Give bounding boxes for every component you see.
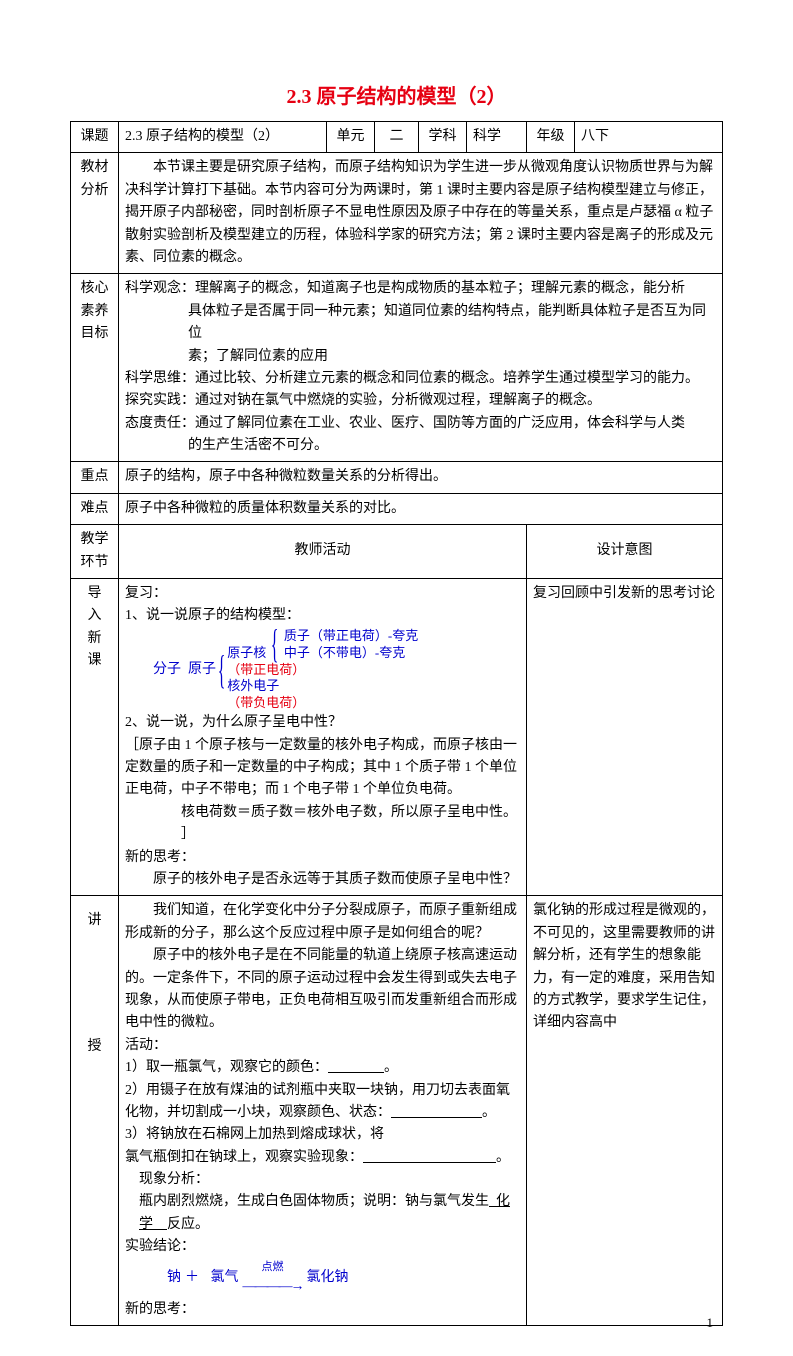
table-row: 导 入 新 课 复习： 1、说一说原子的结构模型： 分子 原子 { 原子核 <box>71 579 723 896</box>
cell-teach-label: 讲 授 <box>71 896 119 1326</box>
cell-intro-yitu: 复习回顾中引发新的思考讨论 <box>527 579 723 896</box>
cell-nandian-label: 难点 <box>71 493 119 524</box>
cell-zhongdian-label: 重点 <box>71 462 119 493</box>
diagram-waidz-note: （带负电荷） <box>227 695 305 710</box>
lesson-table: 课题 2.3 原子结构的模型（2） 单元 二 学科 科学 年级 八下 教材 分析… <box>70 121 723 1326</box>
cell-huanjie-label: 教学 环节 <box>71 525 119 579</box>
teach-a3b-text: 氯气瓶倒扣在钠球上，观察实验现象： <box>125 1150 363 1165</box>
diagram-yuanzi: 原子 <box>188 659 216 681</box>
blank-line <box>328 1060 384 1075</box>
cell-xueke-label: 学科 <box>419 122 467 153</box>
cell-intro-body: 复习： 1、说一说原子的结构模型： 分子 原子 { 原子核 { <box>119 579 527 896</box>
cell-nianji-label: 年级 <box>527 122 575 153</box>
arrow-note: 点燃 <box>262 1259 284 1277</box>
arrow-icon: ――――→ <box>243 1276 303 1298</box>
hexin-l4a: 态度责任：通过了解同位素在工业、农业、医疗、国防等方面的广泛应用，体会科学与人类 <box>125 413 716 435</box>
cell-teach-yitu: 氯化钠的形成过程是微观的，不可见的，这里需要教师的讲解分析，还有学生的想象能力，… <box>527 896 723 1326</box>
page-number: 1 <box>707 1315 714 1331</box>
table-row: 重点 原子的结构，原子中各种微粒数量关系的分析得出。 <box>71 462 723 493</box>
teach-huodong: 活动： <box>125 1035 520 1057</box>
teach-a1: 1）取一瓶氯气，观察它的颜色： 。 <box>125 1057 520 1079</box>
cell-keti-label: 课题 <box>71 122 119 153</box>
cell-teach-body: 我们知道，在化学变化中分子分裂成原子，而原子重新组成形成新的分子，那么这个反应过… <box>119 896 527 1326</box>
hexin-l4b: 的生产生活密不可分。 <box>125 435 716 457</box>
table-row: 教材 分析 本节课主要是研究原子结构，而原子结构知识为学生进一步从微观角度认识物… <box>71 153 723 274</box>
blank-line <box>391 1105 482 1120</box>
intro-ans2: 核电荷数＝质子数＝核外电子数，所以原子呈电中性。 ］ <box>125 802 520 847</box>
page-title: 2.3 原子结构的模型（2） <box>70 80 723 109</box>
diagram-hexin: 原子核 <box>227 645 266 660</box>
teach-a1-text: 1）取一瓶氯气，观察它的颜色： <box>125 1060 328 1075</box>
diagram-hexin-note: （带正电荷） <box>227 662 305 677</box>
hexin-l1a: 科学观念：理解离子的概念，知道离子也是构成物质的基本粒子；理解元素的概念，能分析 <box>125 278 716 300</box>
diagram-zhizi: 质子（带正电荷）-夸克 <box>284 628 418 643</box>
eq-na: 钠 <box>167 1267 181 1289</box>
intro-xin-q: 原子的核外电子是否永远等于其质子数而使原子呈电中性？ <box>125 869 520 891</box>
table-row: 教学 环节 教师活动 设计意图 <box>71 525 723 579</box>
cell-jiaocai-label: 教材 分析 <box>71 153 119 274</box>
teach-xfx: 现象分析： <box>125 1169 520 1191</box>
eq-prod: 氯化钠 <box>307 1267 349 1289</box>
cell-nandian-body: 原子中各种微粒的质量体积数量关系的对比。 <box>119 493 723 524</box>
table-row: 讲 授 我们知道，在化学变化中分子分裂成原子，而原子重新组成形成新的分子，那么这… <box>71 896 723 1326</box>
cell-danyuan-label: 单元 <box>327 122 375 153</box>
cell-zhongdian-body: 原子的结构，原子中各种微粒数量关系的分析得出。 <box>119 462 723 493</box>
bracket-icon: { <box>218 658 226 682</box>
eq-plus: ＋ <box>185 1267 199 1289</box>
jiaocai-text: 本节课主要是研究原子结构，而原子结构知识为学生进一步从微观角度认识物质世界与为解… <box>125 157 716 269</box>
intro-ans: ［原子由 1 个原子核与一定数量的核外电子构成，而原子核由一定数量的质子和一定数… <box>125 735 520 802</box>
teach-p1: 我们知道，在化学变化中分子分裂成原子，而原子重新组成形成新的分子，那么这个反应过… <box>125 900 520 945</box>
teach-jielun: 实验结论： <box>125 1236 520 1258</box>
blank-line <box>363 1150 496 1165</box>
table-row: 核心 素养 目标 科学观念：理解离子的概念，知道离子也是构成物质的基本粒子；理解… <box>71 274 723 462</box>
teach-a2: 2）用镊子在放有煤油的试剂瓶中夹取一块钠，用刀切去表面氧化物，并切割成一小块，观… <box>125 1080 520 1125</box>
hexin-l1b: 具体粒子是否属于同一种元素；知道同位素的结构特点，能判断具体粒子是否互为同位 <box>125 301 716 346</box>
cell-xueke-val: 科学 <box>467 122 527 153</box>
cell-keti-val: 2.3 原子结构的模型（2） <box>119 122 327 153</box>
cell-hexin-body: 科学观念：理解离子的概念，知道离子也是构成物质的基本粒子；理解元素的概念，能分析… <box>119 274 723 462</box>
hexin-l3: 探究实践：通过对钠在氯气中燃烧的实验，分析微观过程，理解离子的概念。 <box>125 390 716 412</box>
page: 2.3 原子结构的模型（2） 课题 2.3 原子结构的模型（2） 单元 二 学科… <box>0 0 793 1356</box>
eq-cl: 氯气 <box>211 1267 239 1289</box>
diagram-waidz: 核外电子 <box>227 678 279 693</box>
cell-nianji-val: 八下 <box>575 122 723 153</box>
hexin-l2: 科学思维：通过比较、分析建立元素的概念和同位素的概念。培养学生通过模型学习的能力… <box>125 368 716 390</box>
teach-a3: 3）将钠放在石棉网上加热到熔成球状，将 <box>125 1124 520 1146</box>
cell-yitu-label: 设计意图 <box>527 525 723 579</box>
table-row: 难点 原子中各种微粒的质量体积数量关系的对比。 <box>71 493 723 524</box>
teach-p2: 原子中的核外电子是在不同能量的轨道上绕原子核高速运动的。一定条件下，不同的原子运… <box>125 945 520 1035</box>
diagram-zhongzi: 中子（不带电）-夸克 <box>284 645 405 660</box>
cell-danyuan-val: 二 <box>375 122 419 153</box>
atom-diagram: 分子 原子 { 原子核 { 质子（带正电荷）-夸克 中子（不带电）-夸克 <box>125 628 520 712</box>
cell-jiaocai-body: 本节课主要是研究原子结构，而原子结构知识为学生进一步从微观角度认识物质世界与为解… <box>119 153 723 274</box>
cell-hexin-label: 核心 素养 目标 <box>71 274 119 462</box>
intro-xin: 新的思考： <box>125 847 520 869</box>
table-row: 课题 2.3 原子结构的模型（2） 单元 二 学科 科学 年级 八下 <box>71 122 723 153</box>
bracket-icon: { <box>271 632 279 656</box>
teach-xfx-text: 瓶内剧烈燃烧，生成白色固体物质；说明：钠与氯气发生 <box>139 1194 489 1209</box>
intro-p2: 2、说一说，为什么原子呈电中性？ <box>125 712 520 734</box>
intro-p1: 1、说一说原子的结构模型： <box>125 605 520 627</box>
hexin-l1c: 素；了解同位素的应用 <box>125 346 716 368</box>
fanying-word: 反应。 <box>167 1217 209 1232</box>
teach-xin2: 新的思考： <box>125 1299 520 1321</box>
cell-jiaoshi-label: 教师活动 <box>119 525 527 579</box>
teach-a3b: 氯气瓶倒扣在钠球上，观察实验现象： 。 <box>125 1147 520 1169</box>
equation: 钠 ＋ 氯气 点燃 ――――→ 氯化钠 <box>125 1259 520 1299</box>
intro-fuxi: 复习： <box>125 583 520 605</box>
teach-xfx-body: 瓶内剧烈燃烧，生成白色固体物质；说明：钠与氯气发生 化学 反应。 <box>125 1191 520 1236</box>
diagram-fenzi: 分子 <box>153 659 181 681</box>
cell-intro-label: 导 入 新 课 <box>71 579 119 896</box>
